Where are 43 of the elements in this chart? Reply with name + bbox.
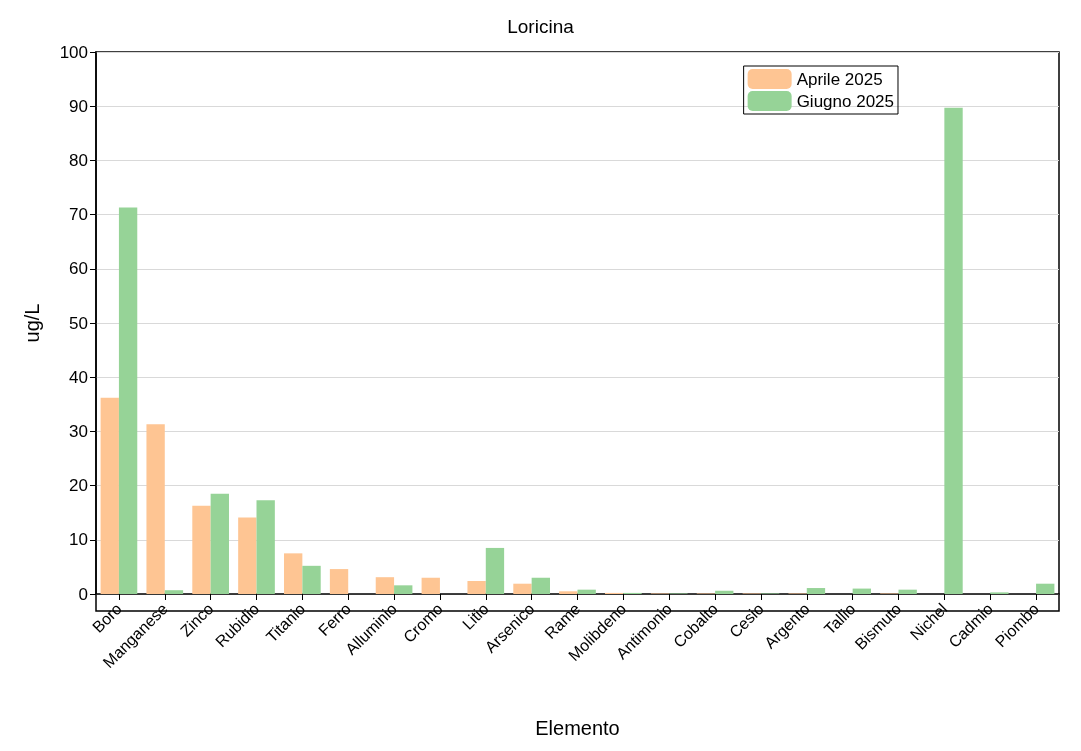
y-tick-label: 0	[78, 584, 88, 604]
y-tick-label: 100	[59, 42, 88, 62]
bar	[118, 207, 138, 594]
y-tick-label: 80	[69, 150, 88, 170]
bar	[898, 589, 917, 594]
bar	[210, 493, 229, 594]
bar	[329, 569, 349, 594]
legend-label: Aprile 2025	[796, 69, 883, 89]
x-tick-label: Litio	[459, 599, 492, 633]
bar	[513, 583, 532, 594]
bar	[577, 589, 596, 594]
y-tick-label: 70	[69, 205, 88, 225]
bar	[146, 424, 165, 594]
y-tick-label: 90	[69, 96, 88, 116]
bar	[302, 565, 321, 594]
x-axis-title: Elemento	[535, 717, 620, 739]
bar	[375, 577, 395, 594]
bar	[806, 588, 826, 594]
bar	[421, 577, 440, 594]
bar	[164, 590, 184, 594]
bar	[531, 577, 550, 594]
bar	[485, 547, 505, 594]
bar	[192, 505, 211, 594]
y-tick-label: 60	[69, 259, 88, 279]
legend-label: Giugno 2025	[796, 91, 895, 111]
bar	[100, 397, 119, 594]
y-axis-title: ug/L	[21, 303, 43, 343]
y-tick-label: 30	[69, 421, 88, 441]
bar	[394, 585, 413, 594]
bar	[559, 591, 578, 594]
bar	[467, 580, 486, 594]
bar	[715, 590, 734, 594]
y-tick-label: 20	[69, 476, 88, 496]
y-tick-label: 50	[69, 313, 88, 333]
bar	[284, 553, 303, 594]
y-tick-label: 40	[69, 367, 88, 387]
bar	[256, 500, 275, 594]
bar	[944, 107, 963, 594]
y-tick-label: 10	[69, 530, 88, 550]
chart-title: Loricina	[507, 16, 575, 37]
bar	[1036, 583, 1055, 594]
bar	[852, 588, 871, 594]
bar	[238, 517, 257, 594]
